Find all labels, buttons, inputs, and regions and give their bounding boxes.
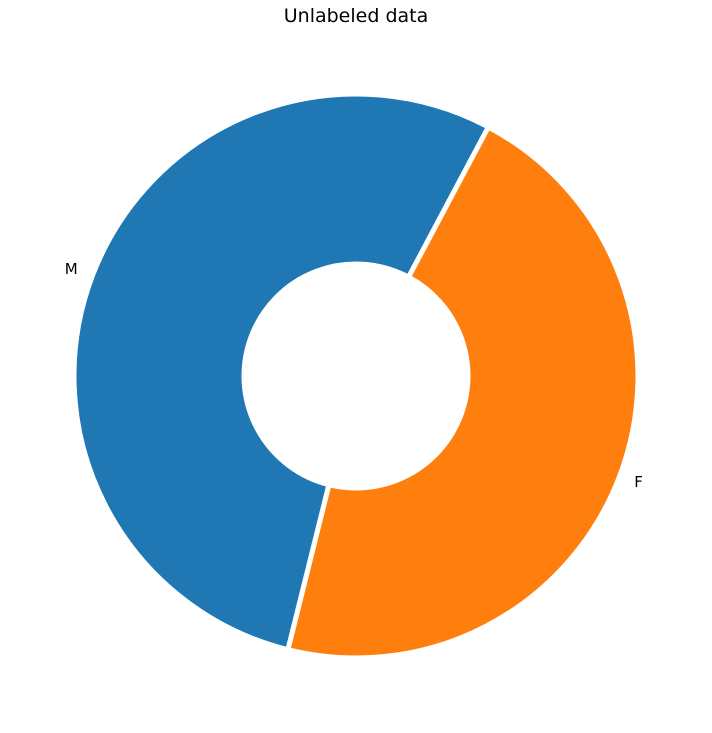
- slice-f: [284, 123, 641, 661]
- slice-label-m: M: [65, 260, 78, 278]
- slice-m: [71, 91, 492, 653]
- slice-label-f: F: [634, 473, 643, 491]
- chart-title: Unlabeled data: [284, 5, 429, 27]
- slice-labels-group: MF: [65, 260, 643, 491]
- slices-group: [71, 91, 641, 661]
